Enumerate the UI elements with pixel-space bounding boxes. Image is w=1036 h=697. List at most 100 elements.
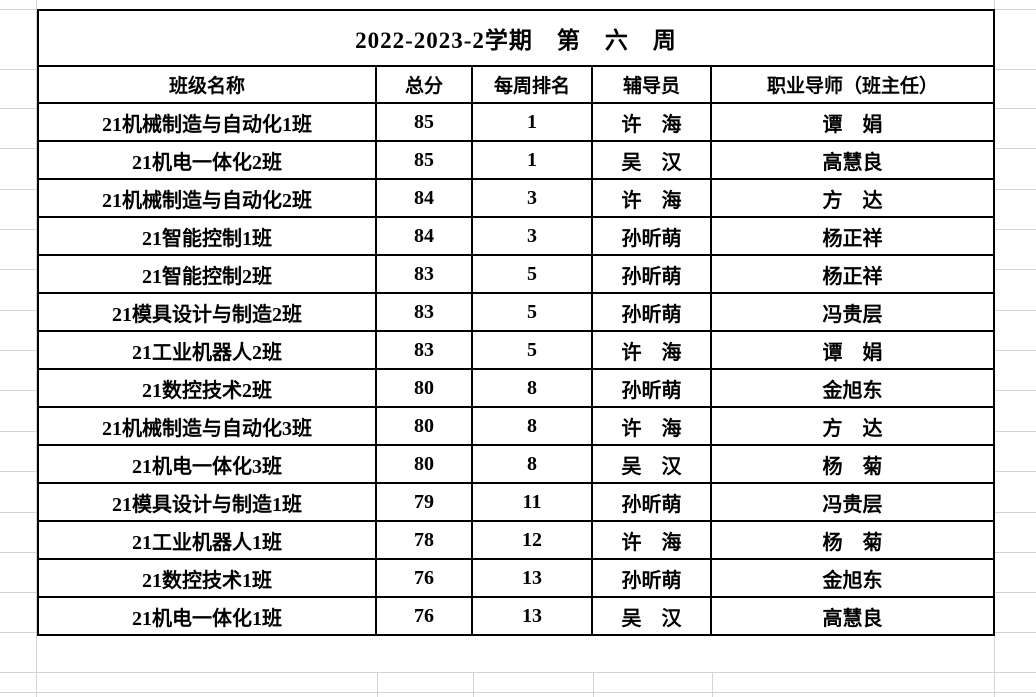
cell-class-name[interactable]: 21机械制造与自动化2班 xyxy=(37,178,377,218)
cell-mentor[interactable]: 方 达 xyxy=(710,406,995,446)
cell-weekly-rank[interactable]: 3 xyxy=(471,216,593,256)
cell-weekly-rank[interactable]: 5 xyxy=(471,330,593,370)
cell-weekly-rank[interactable]: 5 xyxy=(471,292,593,332)
cell-mentor[interactable]: 谭 娟 xyxy=(710,102,995,142)
cell-mentor[interactable]: 金旭东 xyxy=(710,368,995,408)
gridline xyxy=(36,0,37,697)
cell-mentor[interactable]: 杨正祥 xyxy=(710,254,995,294)
cell-class-name[interactable]: 21机电一体化3班 xyxy=(37,444,377,484)
cell-weekly-rank[interactable]: 11 xyxy=(471,482,593,522)
cell-total-score[interactable]: 83 xyxy=(375,292,473,332)
cell-weekly-rank[interactable]: 8 xyxy=(471,444,593,484)
cell-total-score[interactable]: 83 xyxy=(375,254,473,294)
cell-counselor[interactable]: 许 海 xyxy=(591,406,712,446)
table-row: 21模具设计与制造2班 83 5 孙昕萌 冯贵层 xyxy=(37,292,995,332)
cell-counselor[interactable]: 孙昕萌 xyxy=(591,254,712,294)
cell-weekly-rank[interactable]: 8 xyxy=(471,368,593,408)
cell-counselor[interactable]: 吴 汉 xyxy=(591,596,712,636)
column-header-total-score[interactable]: 总分 xyxy=(375,65,473,104)
cell-total-score[interactable]: 80 xyxy=(375,406,473,446)
cell-counselor[interactable]: 许 海 xyxy=(591,178,712,218)
table-row: 21智能控制1班 84 3 孙昕萌 杨正祥 xyxy=(37,216,995,256)
table-row: 21智能控制2班 83 5 孙昕萌 杨正祥 xyxy=(37,254,995,294)
table-row: 21机电一体化2班 85 1 吴 汉 高慧良 xyxy=(37,140,995,180)
cell-weekly-rank[interactable]: 8 xyxy=(471,406,593,446)
table-row: 21数控技术2班 80 8 孙昕萌 金旭东 xyxy=(37,368,995,408)
cell-mentor[interactable]: 谭 娟 xyxy=(710,330,995,370)
cell-total-score[interactable]: 80 xyxy=(375,444,473,484)
gridline xyxy=(0,672,1036,673)
title-row: 2022-2023-2学期 第 六 周 xyxy=(37,9,995,67)
cell-total-score[interactable]: 85 xyxy=(375,102,473,142)
cell-weekly-rank[interactable]: 1 xyxy=(471,140,593,180)
column-header-class-name[interactable]: 班级名称 xyxy=(37,65,377,104)
cell-total-score[interactable]: 78 xyxy=(375,520,473,560)
cell-class-name[interactable]: 21工业机器人1班 xyxy=(37,520,377,560)
cell-class-name[interactable]: 21工业机器人2班 xyxy=(37,330,377,370)
cell-mentor[interactable]: 杨 菊 xyxy=(710,444,995,484)
cell-class-name[interactable]: 21机电一体化1班 xyxy=(37,596,377,636)
cell-total-score[interactable]: 84 xyxy=(375,216,473,256)
table-row: 21机电一体化3班 80 8 吴 汉 杨 菊 xyxy=(37,444,995,484)
cell-counselor[interactable]: 孙昕萌 xyxy=(591,558,712,598)
cell-total-score[interactable]: 80 xyxy=(375,368,473,408)
cell-weekly-rank[interactable]: 12 xyxy=(471,520,593,560)
column-header-counselor[interactable]: 辅导员 xyxy=(591,65,712,104)
cell-class-name[interactable]: 21智能控制2班 xyxy=(37,254,377,294)
cell-mentor[interactable]: 方 达 xyxy=(710,178,995,218)
cell-total-score[interactable]: 79 xyxy=(375,482,473,522)
cell-class-name[interactable]: 21机械制造与自动化3班 xyxy=(37,406,377,446)
ranking-table: 2022-2023-2学期 第 六 周 班级名称 总分 每周排名 辅导员 职业导… xyxy=(37,9,995,636)
cell-counselor[interactable]: 孙昕萌 xyxy=(591,482,712,522)
cell-counselor[interactable]: 孙昕萌 xyxy=(591,292,712,332)
table-row: 21数控技术1班 76 13 孙昕萌 金旭东 xyxy=(37,558,995,598)
header-row: 班级名称 总分 每周排名 辅导员 职业导师（班主任） xyxy=(37,65,995,104)
cell-weekly-rank[interactable]: 1 xyxy=(471,102,593,142)
cell-total-score[interactable]: 83 xyxy=(375,330,473,370)
gridline xyxy=(377,672,378,697)
table-row: 21机械制造与自动化2班 84 3 许 海 方 达 xyxy=(37,178,995,218)
table-row: 21机电一体化1班 76 13 吴 汉 高慧良 xyxy=(37,596,995,636)
cell-mentor[interactable]: 金旭东 xyxy=(710,558,995,598)
cell-counselor[interactable]: 许 海 xyxy=(591,102,712,142)
cell-class-name[interactable]: 21智能控制1班 xyxy=(37,216,377,256)
cell-counselor[interactable]: 许 海 xyxy=(591,520,712,560)
gridline xyxy=(712,672,713,697)
cell-class-name[interactable]: 21机电一体化2班 xyxy=(37,140,377,180)
table-row: 21机械制造与自动化1班 85 1 许 海 谭 娟 xyxy=(37,102,995,142)
cell-counselor[interactable]: 孙昕萌 xyxy=(591,216,712,256)
cell-total-score[interactable]: 76 xyxy=(375,558,473,598)
table-row: 21机械制造与自动化3班 80 8 许 海 方 达 xyxy=(37,406,995,446)
cell-weekly-rank[interactable]: 13 xyxy=(471,558,593,598)
gridline xyxy=(473,672,474,697)
cell-mentor[interactable]: 高慧良 xyxy=(710,596,995,636)
table-row: 21工业机器人2班 83 5 许 海 谭 娟 xyxy=(37,330,995,370)
cell-weekly-rank[interactable]: 3 xyxy=(471,178,593,218)
cell-total-score[interactable]: 76 xyxy=(375,596,473,636)
column-header-mentor[interactable]: 职业导师（班主任） xyxy=(710,65,995,104)
cell-counselor[interactable]: 吴 汉 xyxy=(591,444,712,484)
cell-mentor[interactable]: 冯贵层 xyxy=(710,292,995,332)
cell-class-name[interactable]: 21数控技术1班 xyxy=(37,558,377,598)
cell-counselor[interactable]: 许 海 xyxy=(591,330,712,370)
cell-counselor[interactable]: 孙昕萌 xyxy=(591,368,712,408)
cell-mentor[interactable]: 冯贵层 xyxy=(710,482,995,522)
cell-counselor[interactable]: 吴 汉 xyxy=(591,140,712,180)
cell-weekly-rank[interactable]: 13 xyxy=(471,596,593,636)
cell-total-score[interactable]: 84 xyxy=(375,178,473,218)
cell-class-name[interactable]: 21数控技术2班 xyxy=(37,368,377,408)
cell-mentor[interactable]: 高慧良 xyxy=(710,140,995,180)
table-row: 21工业机器人1班 78 12 许 海 杨 菊 xyxy=(37,520,995,560)
cell-class-name[interactable]: 21模具设计与制造1班 xyxy=(37,482,377,522)
gridline xyxy=(0,692,1036,693)
gridline xyxy=(593,672,594,697)
cell-weekly-rank[interactable]: 5 xyxy=(471,254,593,294)
cell-total-score[interactable]: 85 xyxy=(375,140,473,180)
table-title[interactable]: 2022-2023-2学期 第 六 周 xyxy=(37,9,995,67)
cell-mentor[interactable]: 杨 菊 xyxy=(710,520,995,560)
cell-class-name[interactable]: 21机械制造与自动化1班 xyxy=(37,102,377,142)
cell-mentor[interactable]: 杨正祥 xyxy=(710,216,995,256)
cell-class-name[interactable]: 21模具设计与制造2班 xyxy=(37,292,377,332)
column-header-weekly-rank[interactable]: 每周排名 xyxy=(471,65,593,104)
